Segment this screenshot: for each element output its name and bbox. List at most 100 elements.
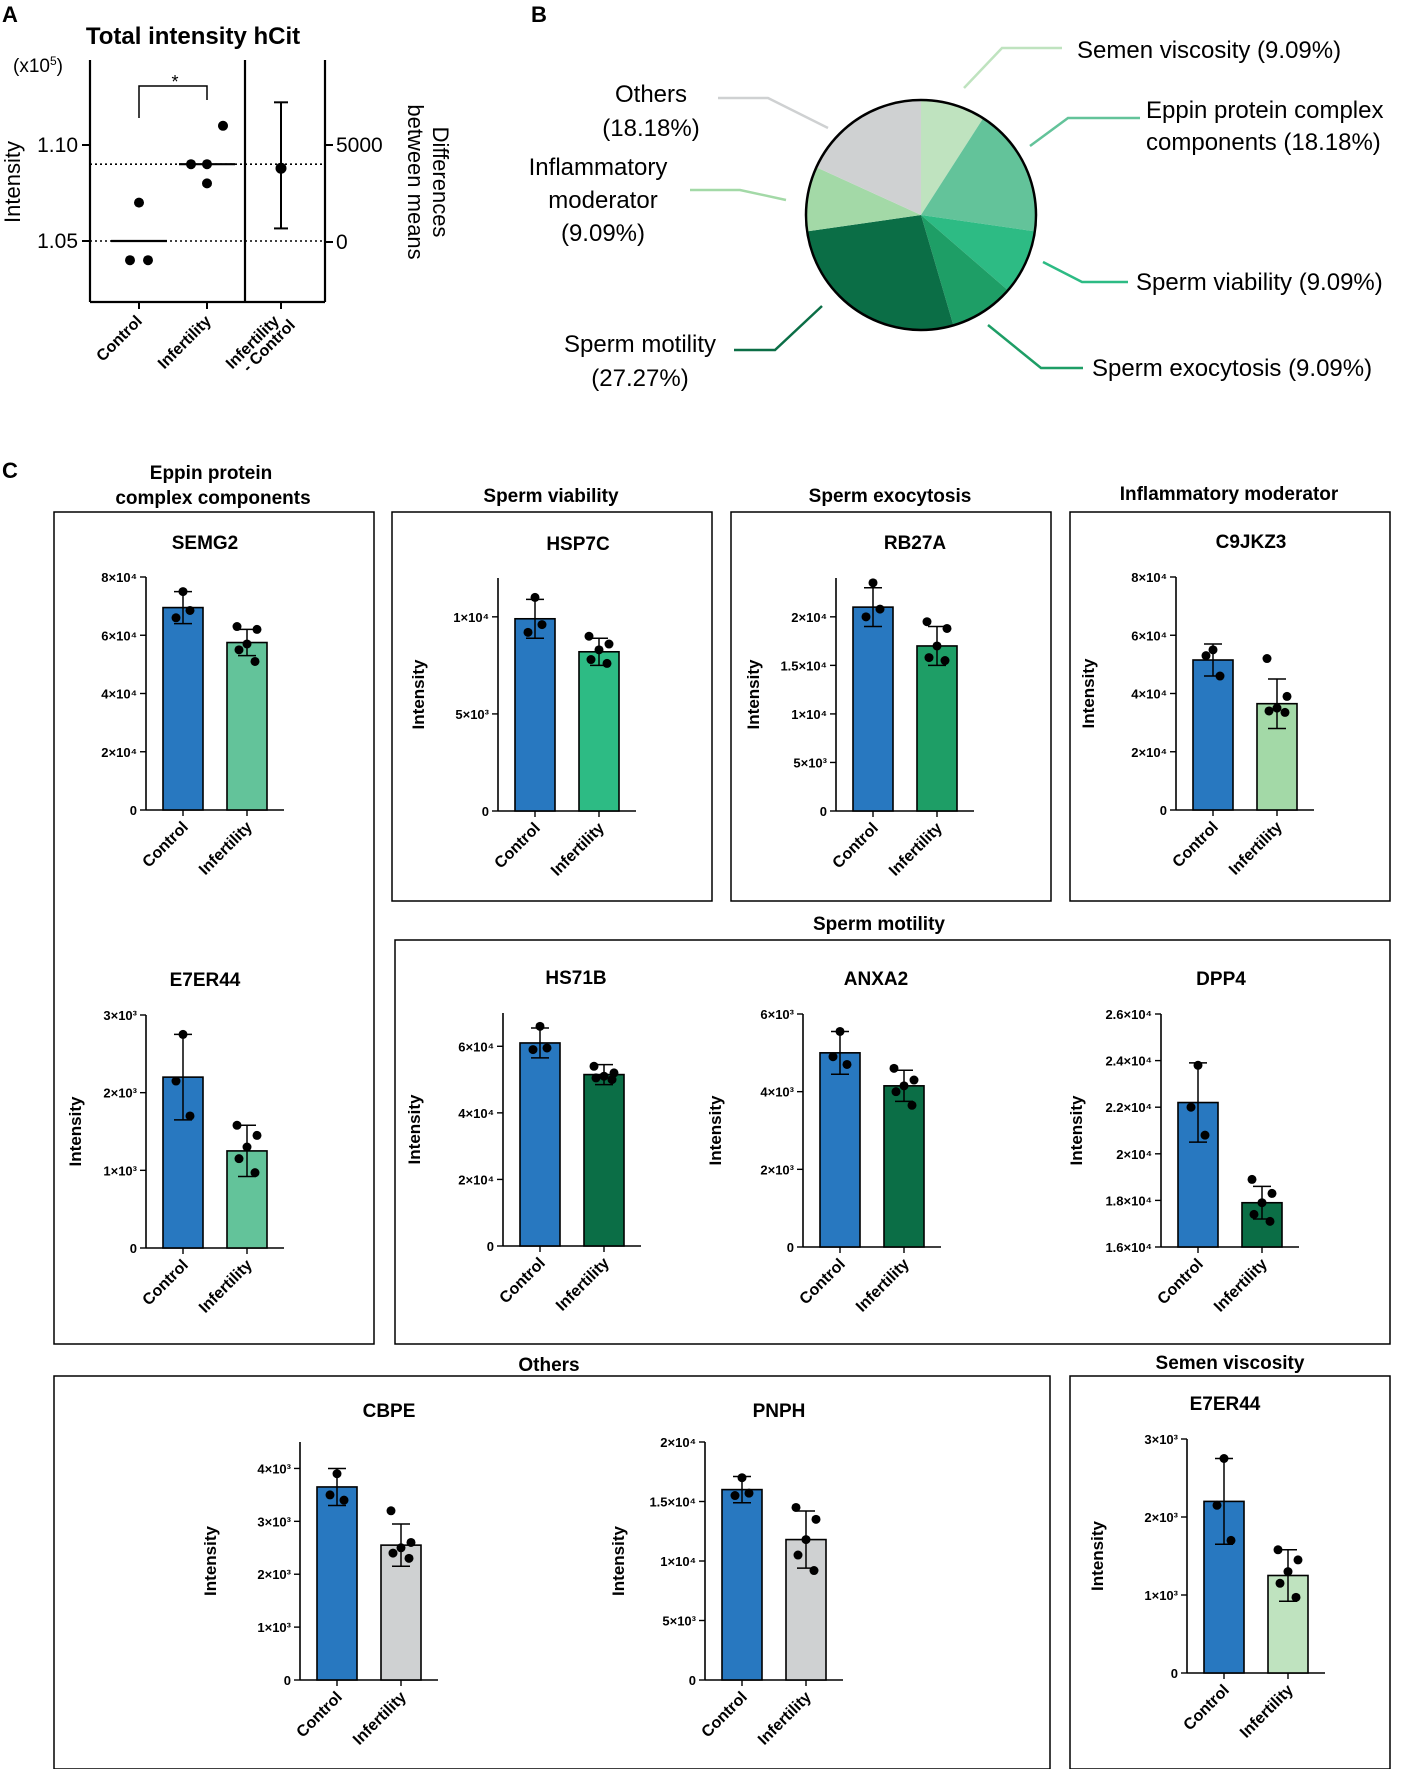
- chart-title: RB27A: [884, 533, 947, 554]
- pie-slice-4: [807, 215, 954, 331]
- chart-title: C9JKZ3: [1216, 532, 1287, 553]
- chart-point: [737, 1473, 747, 1483]
- chart-ytick-label: 5×10³: [455, 707, 489, 722]
- panel-a-xlabel-control: Control: [94, 313, 146, 365]
- chart-point: [325, 1490, 335, 1500]
- chart-point: [586, 655, 596, 665]
- chart-point: [589, 1061, 599, 1071]
- chart-bar-control: [162, 606, 204, 811]
- chart-ytick-label: 2×10⁴: [101, 745, 137, 760]
- chart-bar-infertility: [578, 650, 620, 812]
- leader-exocytosis: [987, 324, 1083, 370]
- chart-point: [899, 1081, 909, 1091]
- chart-xlabel-infertility: Infertility: [350, 1689, 410, 1749]
- chart-point: [250, 656, 260, 666]
- chart-ytick-label: 1×10³: [257, 1620, 291, 1635]
- chart-point: [1208, 645, 1218, 655]
- panel-a-point-1-0: [202, 178, 212, 189]
- chart-ytick-label: 4×10³: [760, 1085, 794, 1100]
- chart-point: [232, 1120, 242, 1130]
- chart-point: [1291, 1592, 1301, 1602]
- chart-ylabel: Intensity: [405, 1094, 424, 1164]
- group-title-motility: Sperm motility: [813, 914, 945, 935]
- chart-pnph: PNPH Intensity 0 5×10³ 1×10⁴ 1.5×10⁴ 2×10⁴ Cont…: [609, 1401, 843, 1749]
- chart-title: SEMG2: [172, 533, 239, 554]
- chart-ytick-label: 8×10⁴: [1131, 570, 1167, 585]
- chart-point: [535, 1021, 545, 1031]
- panel-a-diff-mean: [275, 162, 287, 174]
- pie-label-eppin-2: components (18.18%): [1146, 129, 1381, 156]
- chart-point: [809, 1566, 819, 1576]
- pie-label-motility-2: (27.27%): [591, 365, 688, 392]
- chart-ytick-label: 0: [482, 804, 489, 819]
- chart-point: [1247, 1174, 1257, 1184]
- chart-ytick-label: 6×10⁴: [101, 628, 137, 643]
- chart-xlabel-infertility: Infertility: [853, 1256, 913, 1316]
- panel-a-ltick-label-110: 1.10: [37, 134, 78, 157]
- panel-c: C Eppin protein complex components Sperm…: [2, 458, 1391, 1769]
- chart-point: [332, 1469, 342, 1479]
- chart-anxa2: ANXA2 Intensity 0 2×10³ 4×10³ 6×10³ Control Inf…: [706, 969, 941, 1316]
- chart-xlabel-infertility: Infertility: [1237, 1682, 1297, 1742]
- chart-hs71b: HS71B Intensity 0 2×10⁴ 4×10⁴ 6×10⁴ Control Inf…: [405, 968, 641, 1315]
- leader-others: [718, 96, 829, 130]
- panel-a-marks: [90, 101, 325, 266]
- pie-label-viability: Sperm viability (9.09%): [1136, 269, 1383, 296]
- chart-ytick-label: 2×10⁴: [458, 1172, 494, 1187]
- chart-ytick-label: 8×10⁴: [101, 570, 137, 585]
- chart-ytick-label: 6×10⁴: [1131, 628, 1167, 643]
- chart-point: [730, 1491, 740, 1501]
- chart-ytick-label: 4×10⁴: [458, 1106, 494, 1121]
- panel-a-xlabel-infertility: Infertility: [155, 313, 215, 373]
- chart-point: [250, 1168, 260, 1178]
- chart-point: [793, 1550, 803, 1560]
- chart-ytick-label: 2×10⁴: [791, 610, 827, 625]
- chart-point: [388, 1548, 398, 1558]
- chart-ytick-label: 1.5×10⁴: [649, 1495, 696, 1510]
- panel-a-point-0-0: [125, 255, 135, 266]
- panel-letter-a: A: [2, 2, 18, 27]
- group-title-eppin-1: Eppin protein: [150, 463, 272, 484]
- leader-inflammatory: [690, 188, 787, 202]
- chart-point: [1212, 1500, 1222, 1510]
- chart-point: [591, 1073, 601, 1083]
- chart-ytick-label: 2.4×10⁴: [1105, 1054, 1152, 1069]
- chart-ytick-label: 0: [787, 1240, 794, 1255]
- panel-a-scale-note: (x105): [13, 54, 63, 77]
- chart-ytick-label: 1.5×10⁴: [780, 658, 827, 673]
- pie-label-motility-1: Sperm motility: [564, 331, 716, 358]
- pie-slice-1: [921, 118, 1036, 232]
- panel-a-ylabel-right-2: between means: [403, 104, 428, 259]
- box-inflammatory: [1069, 511, 1391, 902]
- chart-c9jkz3: C9JKZ3 Intensity 0 2×10⁴ 4×10⁴ 6×10⁴ 8×10⁴ Cont…: [1079, 532, 1314, 879]
- leader-motility: [734, 305, 823, 352]
- box-others: [53, 1375, 1051, 1769]
- chart-ylabel: Intensity: [1088, 1521, 1107, 1591]
- chart-point: [530, 592, 540, 602]
- chart-bar-control: [721, 1488, 763, 1681]
- panel-a: A Total intensity hCit (x105) Intensity …: [0, 2, 453, 376]
- chart-ytick-label: 2×10⁴: [1116, 1147, 1152, 1162]
- chart-ytick-label: 0: [130, 1241, 137, 1256]
- chart-ylabel: Intensity: [609, 1526, 628, 1596]
- chart-point: [396, 1543, 406, 1553]
- chart-point: [1219, 1454, 1229, 1463]
- group-title-others: Others: [518, 1355, 579, 1376]
- chart-ytick-label: 4×10³: [257, 1461, 291, 1476]
- chart-xlabel-control: Control: [1170, 819, 1222, 871]
- chart-dpp4: DPP4 Intensity 1.6×10⁴ 1.8×10⁴ 2×10⁴ 2.2×10⁴ 2…: [1067, 969, 1299, 1316]
- group-title-eppin-2: complex components: [115, 488, 310, 509]
- chart-ytick-label: 4×10⁴: [1131, 687, 1167, 702]
- chart-ytick-label: 0: [130, 803, 137, 818]
- panel-a-ylabel-right-1: Differences: [428, 127, 453, 238]
- pie-label-inflam-3: (9.09%): [561, 220, 645, 247]
- chart-ytick-label: 1.8×10⁴: [1105, 1193, 1152, 1208]
- panel-letter-b: B: [531, 2, 547, 27]
- chart-ytick-label: 0: [820, 804, 827, 819]
- chart-xlabel-infertility: Infertility: [1226, 819, 1286, 879]
- chart-point: [842, 1059, 852, 1069]
- chart-ylabel: Intensity: [744, 659, 763, 729]
- chart-ylabel: Intensity: [1079, 658, 1098, 728]
- chart-bar-control: [519, 1042, 561, 1247]
- chart-xlabel-control: Control: [294, 1689, 346, 1741]
